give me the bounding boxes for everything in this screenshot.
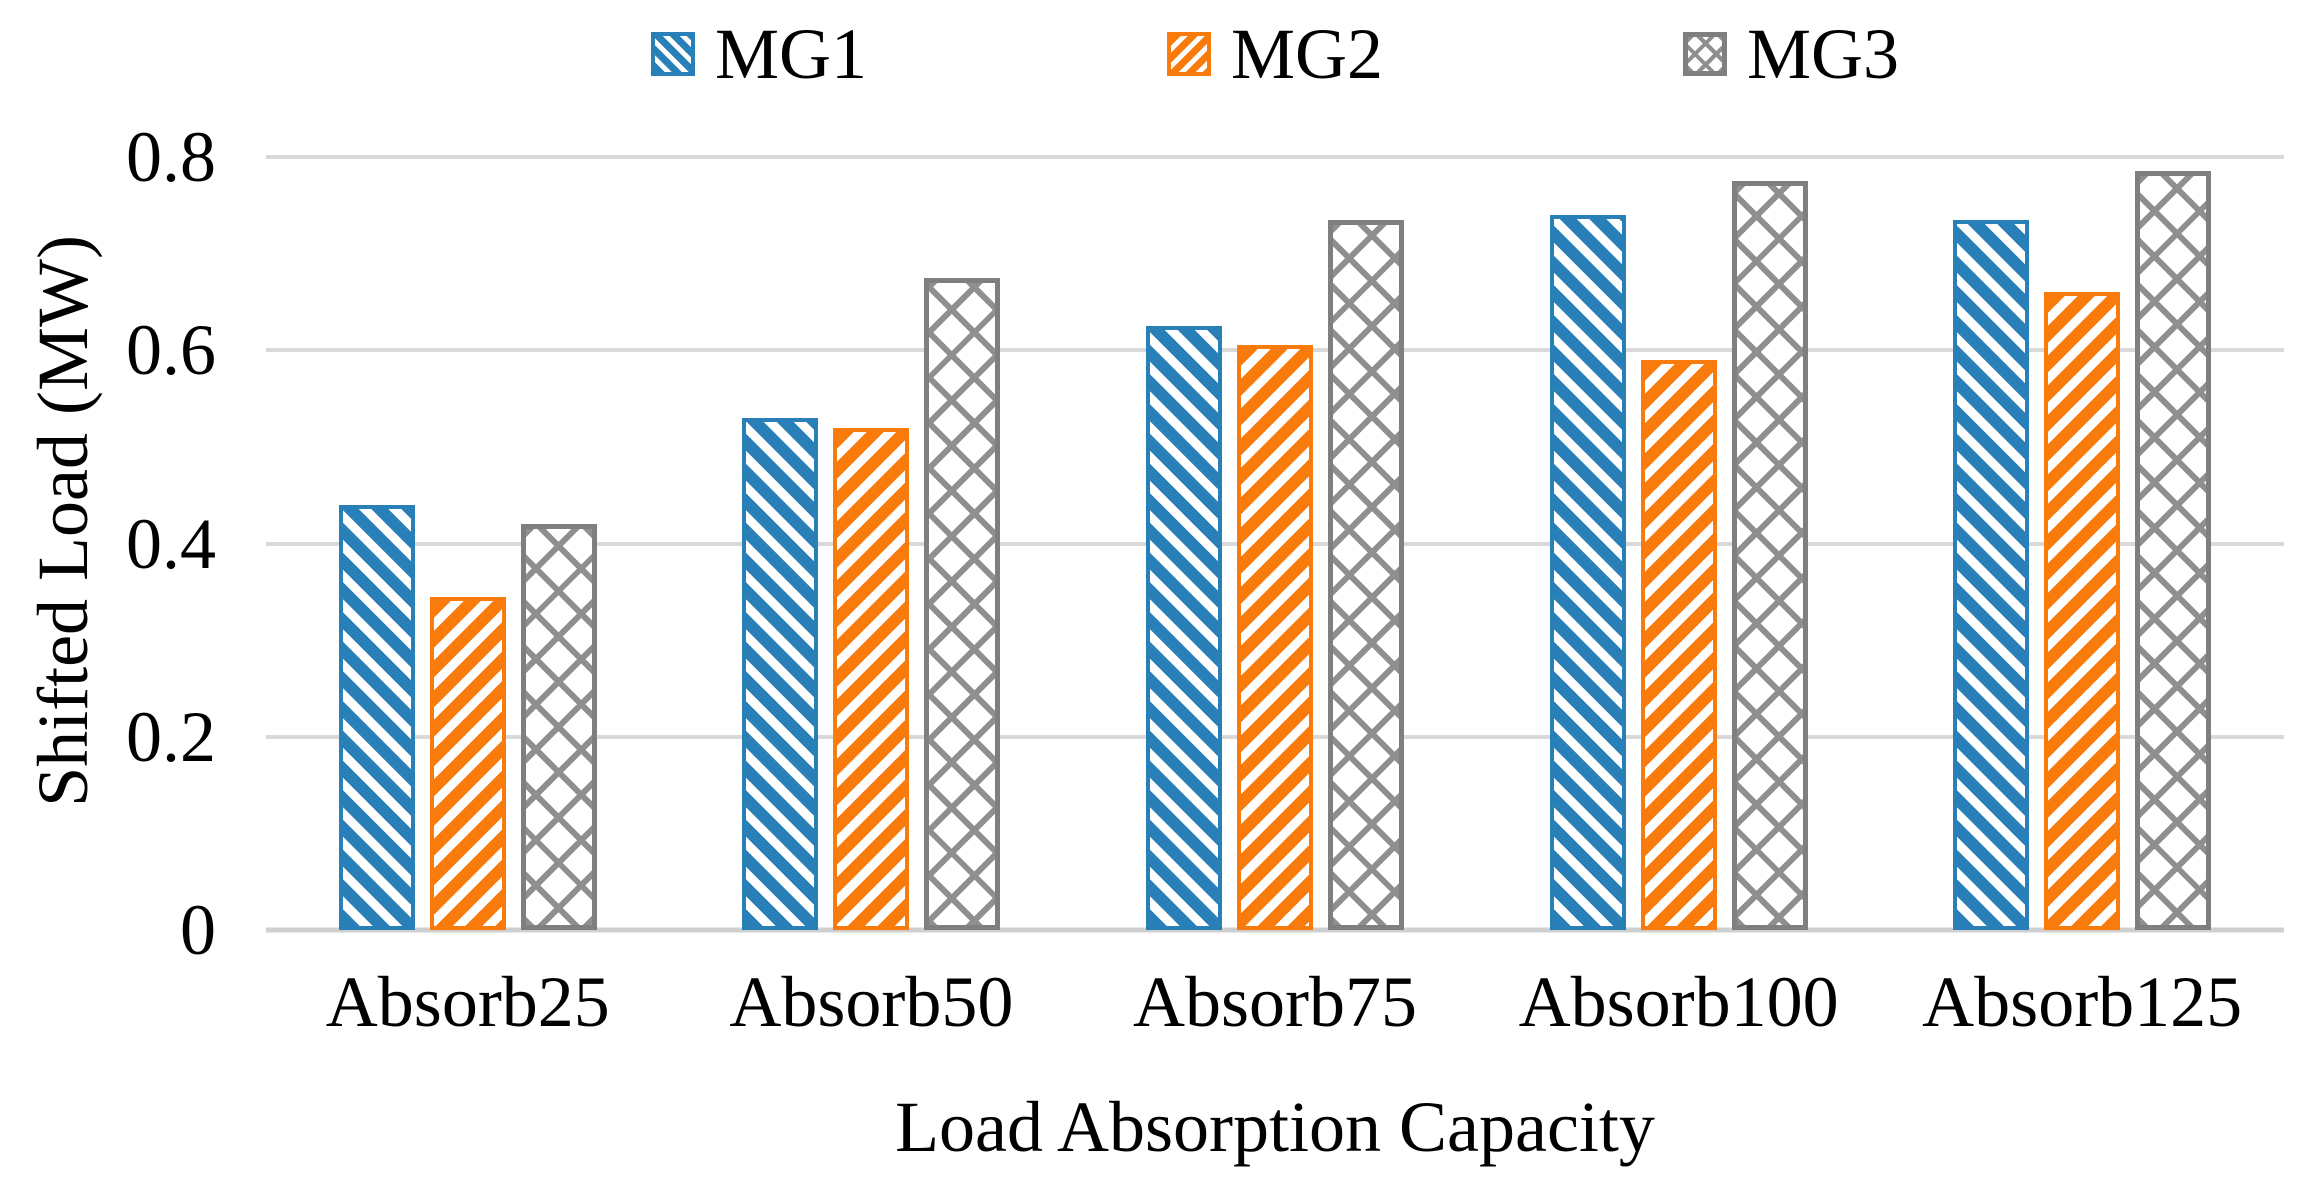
- x-axis-baseline: [266, 927, 2284, 933]
- legend-label: MG1: [714, 14, 867, 94]
- x-category-label: Absorb75: [1132, 962, 1417, 1042]
- bar-mg3-absorb100: [1731, 181, 1808, 930]
- bar-mg2-absorb50: [833, 427, 910, 930]
- bar-mg1-absorb125: [1953, 219, 2030, 930]
- y-tick-label: 0.8: [126, 117, 216, 197]
- bar-group-absorb100: [1477, 112, 1881, 930]
- bar-mg2-absorb100: [1640, 359, 1717, 930]
- gridline: [266, 155, 2284, 159]
- legend-item-mg3: MG3: [1683, 18, 1899, 90]
- legend-swatch-diagonal-down-hatch-icon: [650, 32, 695, 76]
- bar-mg2-absorb125: [2044, 292, 2121, 930]
- bar-mg3-absorb75: [1327, 219, 1404, 930]
- bar-group-absorb125: [1880, 112, 2284, 930]
- bar-group-absorb50: [670, 112, 1074, 930]
- plot-area: [266, 112, 2284, 933]
- y-tick-label: 0.6: [126, 310, 216, 391]
- bar-mg3-absorb50: [924, 277, 1001, 930]
- x-axis-title: Load Absorption Capacity: [895, 1087, 1655, 1167]
- x-category-label: Absorb125: [1922, 962, 2243, 1042]
- y-tick-label: 0.2: [126, 696, 216, 777]
- legend-swatch-diagonal-up-hatch-icon: [1166, 32, 1211, 76]
- x-category-label: Absorb100: [1518, 962, 1839, 1042]
- bar-group-absorb25: [266, 112, 670, 930]
- y-axis-tick-labels: 0 0.2 0.4 0.6 0.8: [0, 112, 216, 966]
- legend-label: MG3: [1747, 14, 1900, 94]
- bar-mg1-absorb25: [338, 504, 415, 930]
- bar-mg3-absorb25: [520, 524, 597, 930]
- y-tick-label: 0: [180, 890, 216, 970]
- legend-label: MG2: [1230, 14, 1383, 94]
- x-category-label: Absorb25: [325, 962, 610, 1042]
- bar-mg1-absorb100: [1549, 214, 1626, 930]
- bar-mg1-absorb75: [1145, 326, 1222, 930]
- bar-mg1-absorb50: [742, 417, 819, 930]
- legend-item-mg1: MG1: [650, 14, 867, 94]
- x-axis-category-labels: Absorb25 Absorb50 Absorb75 Absorb100 Absorb1…: [266, 952, 2284, 1052]
- x-category-label: Absorb50: [729, 962, 1014, 1042]
- y-tick-label: 0.4: [126, 503, 216, 584]
- legend-swatch-diagonal-cross-hatch-icon: [1683, 32, 1727, 76]
- bar-mg2-absorb25: [429, 596, 506, 930]
- bar-group-absorb75: [1073, 112, 1477, 930]
- chart-legend: MG1 MG2 MG3: [266, 8, 2284, 100]
- bar-mg2-absorb75: [1236, 345, 1313, 930]
- legend-item-mg2: MG2: [1166, 14, 1383, 94]
- bar-groups-container: [266, 112, 2284, 930]
- bar-mg3-absorb125: [2135, 171, 2212, 930]
